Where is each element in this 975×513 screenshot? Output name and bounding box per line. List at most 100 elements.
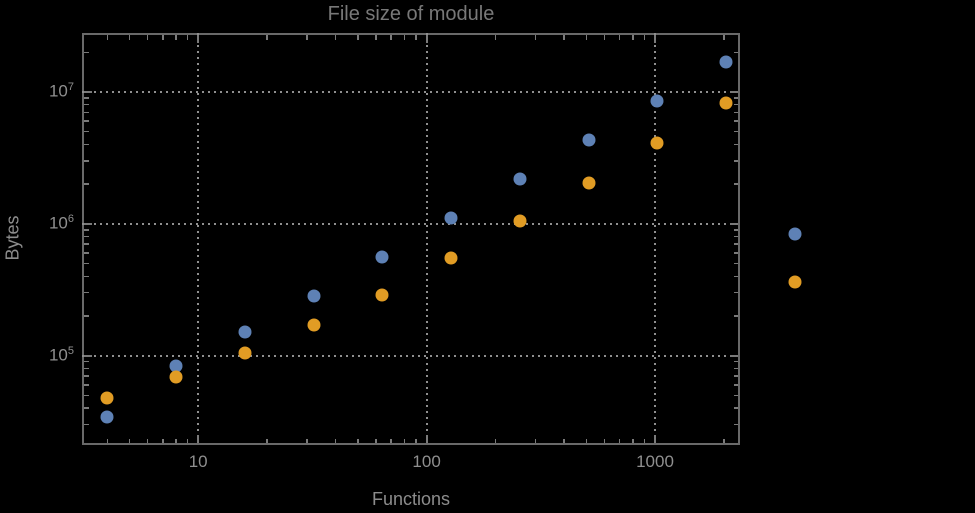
y-minor-tick	[84, 143, 89, 146]
x-minor-tick	[175, 438, 177, 443]
data-point-series-2-orange	[375, 288, 389, 302]
y-minor-tick	[733, 130, 738, 133]
y-minor-tick	[733, 275, 738, 277]
y-minor-tick	[84, 252, 89, 254]
y-minor-tick	[733, 367, 738, 370]
x-minor-tick	[563, 35, 565, 40]
y-minor-tick	[733, 423, 738, 426]
data-point-series-2-orange	[513, 214, 527, 228]
chart-title: File size of module	[327, 3, 495, 25]
x-minor-tick	[643, 35, 646, 40]
x-minor-tick	[375, 438, 377, 443]
y-minor-tick	[84, 375, 89, 377]
y-minor-tick	[84, 111, 89, 114]
x-gridline	[425, 33, 428, 445]
x-major-tick	[654, 435, 657, 443]
x-tick-label: 100	[412, 452, 441, 471]
y-minor-tick	[733, 111, 738, 114]
x-minor-tick	[415, 35, 417, 40]
y-minor-tick	[84, 243, 89, 245]
x-minor-tick	[563, 438, 565, 443]
x-minor-tick	[175, 35, 177, 40]
data-point-series-2-orange	[238, 346, 252, 360]
data-point-series-1-blue	[169, 359, 183, 373]
x-minor-tick	[146, 438, 149, 443]
x-major-tick	[425, 35, 428, 43]
y-gridline	[82, 90, 740, 93]
y-minor-tick	[733, 243, 738, 245]
x-minor-tick	[632, 438, 634, 443]
x-minor-tick	[603, 35, 606, 40]
y-minor-tick	[84, 229, 89, 231]
y-major-tick	[730, 222, 738, 225]
data-point-series-2-orange	[582, 176, 596, 190]
y-tick-label: 105	[48, 344, 74, 365]
data-point-series-1-blue	[719, 55, 733, 69]
x-minor-tick	[266, 438, 268, 443]
data-point-series-1-blue	[307, 289, 321, 303]
data-point-series-1-blue	[582, 133, 596, 147]
x-minor-tick	[632, 35, 634, 40]
data-point-series-2-orange	[719, 96, 733, 110]
x-minor-tick	[585, 35, 588, 40]
y-minor-tick	[84, 394, 89, 397]
x-minor-tick	[334, 35, 337, 40]
data-point-series-1-blue	[444, 211, 458, 225]
x-minor-tick	[186, 35, 189, 40]
y-major-tick	[730, 354, 738, 357]
y-minor-tick	[84, 291, 89, 294]
x-minor-tick	[357, 438, 359, 443]
data-point-series-2-orange	[788, 275, 802, 289]
y-tick-label: 106	[48, 212, 74, 233]
x-minor-tick	[494, 35, 497, 40]
x-minor-tick	[266, 35, 268, 40]
x-minor-tick	[643, 438, 646, 443]
x-gridline	[197, 33, 200, 445]
x-minor-tick	[106, 35, 109, 40]
y-minor-tick	[733, 160, 738, 162]
y-minor-tick	[733, 291, 738, 294]
x-minor-tick	[186, 438, 189, 443]
y-minor-tick	[733, 51, 738, 54]
y-minor-tick	[84, 407, 89, 409]
x-minor-tick	[357, 35, 359, 40]
data-point-series-2-orange	[169, 370, 183, 384]
data-point-series-2-orange	[650, 136, 664, 150]
x-major-tick	[197, 435, 200, 443]
x-minor-tick	[162, 35, 164, 40]
data-point-series-1-blue	[100, 410, 114, 424]
x-tick-label: 10	[188, 452, 208, 471]
x-minor-tick	[375, 35, 377, 40]
y-minor-tick	[733, 183, 738, 185]
x-major-tick	[197, 35, 200, 43]
y-minor-tick	[733, 360, 738, 363]
x-minor-tick	[306, 35, 308, 40]
y-minor-tick	[84, 315, 89, 317]
y-major-tick	[84, 90, 92, 93]
y-minor-tick	[733, 384, 738, 386]
x-minor-tick	[403, 35, 406, 40]
x-minor-tick	[585, 438, 588, 443]
y-minor-tick	[84, 160, 89, 162]
y-minor-tick	[733, 120, 738, 122]
x-minor-tick	[390, 438, 392, 443]
y-minor-tick	[733, 229, 738, 231]
y-minor-tick	[84, 51, 89, 54]
data-point-series-1-blue	[238, 325, 252, 339]
x-minor-tick	[618, 438, 621, 443]
x-minor-tick	[106, 438, 109, 443]
y-minor-tick	[733, 252, 738, 254]
x-minor-tick	[723, 438, 725, 443]
x-minor-tick	[403, 438, 406, 443]
y-minor-tick	[733, 375, 738, 377]
y-minor-tick	[733, 103, 738, 106]
y-major-tick	[730, 90, 738, 93]
x-minor-tick	[534, 438, 537, 443]
y-minor-tick	[733, 315, 738, 317]
x-minor-tick	[128, 438, 131, 443]
y-minor-tick	[84, 183, 89, 185]
x-axis-label: Functions	[371, 489, 451, 509]
y-minor-tick	[733, 235, 738, 238]
x-minor-tick	[415, 438, 417, 443]
